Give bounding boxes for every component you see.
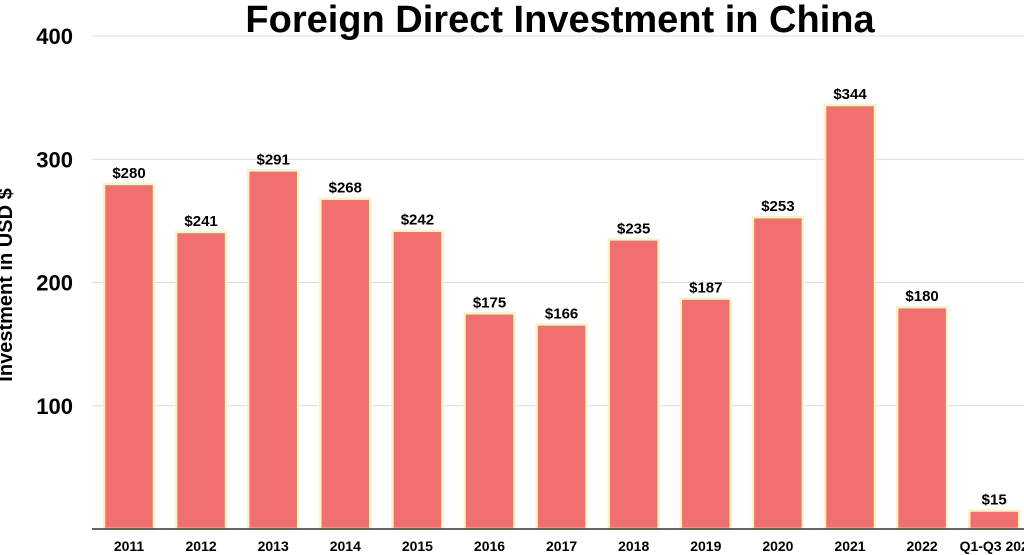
y-axis-label: Investment in USD $ — [0, 188, 17, 381]
bar-2019 — [679, 297, 733, 531]
y-tick-label: 300 — [36, 147, 73, 172]
x-category-label: 2022 — [907, 538, 938, 554]
value-labels: $280 $241 $291 $268 $242 $175 $166 $235 $187 $253… — [112, 86, 1006, 508]
bar-2021 — [823, 103, 877, 531]
x-category-label: 2017 — [546, 538, 577, 554]
y-tick-label: 100 — [36, 394, 73, 419]
bar-2012 — [174, 230, 228, 531]
bar-2015 — [391, 229, 444, 531]
x-category-label: 2019 — [690, 538, 721, 554]
x-category-label: 2018 — [618, 538, 649, 554]
bar-value-label: $175 — [473, 294, 506, 311]
x-category-label: 2016 — [474, 538, 505, 554]
y-axis-ticks: 100 200 300 400 — [36, 24, 73, 419]
x-category-label: 2014 — [330, 538, 361, 554]
x-category-label: Q1-Q3 202 — [960, 538, 1024, 554]
x-category-label: 2011 — [114, 538, 145, 554]
bar-value-label: $166 — [545, 305, 578, 322]
bar-value-label: $291 — [257, 151, 290, 168]
x-category-label: 2012 — [186, 538, 217, 554]
x-category-label: 2015 — [402, 538, 433, 554]
bar-value-label: $241 — [184, 213, 217, 230]
y-tick-label: 400 — [36, 24, 73, 49]
bar-value-label: $15 — [982, 492, 1007, 509]
bar-2020 — [751, 215, 805, 531]
y-tick-label: 200 — [36, 271, 73, 296]
bar-value-label: $235 — [617, 220, 650, 237]
bar-2011 — [102, 182, 156, 531]
x-category-label: 2020 — [762, 538, 793, 554]
bar-value-label: $268 — [329, 180, 362, 197]
bar-value-label: $344 — [833, 86, 867, 103]
bar-2014 — [319, 197, 372, 531]
bar-value-label: $280 — [112, 165, 145, 182]
bar-value-label: $242 — [401, 212, 434, 229]
bar-value-label: $187 — [689, 280, 722, 297]
bar-2016 — [463, 312, 516, 531]
bar-value-label: $180 — [905, 288, 938, 305]
bar-q1-q3-202 — [967, 509, 1021, 531]
bar-value-label: $253 — [761, 198, 794, 215]
x-axis-category-labels: 2011 2012 2013 2014 2015 2016 2017 2018 2019 2020… — [114, 538, 1024, 554]
x-category-label: 2013 — [258, 538, 289, 554]
x-category-label: 2021 — [834, 538, 865, 554]
bar-2013 — [246, 169, 300, 531]
chart-title: Foreign Direct Investment in China — [245, 0, 875, 41]
bar-2017 — [535, 323, 588, 531]
bar-2018 — [607, 238, 660, 531]
bar-2022 — [895, 305, 949, 531]
